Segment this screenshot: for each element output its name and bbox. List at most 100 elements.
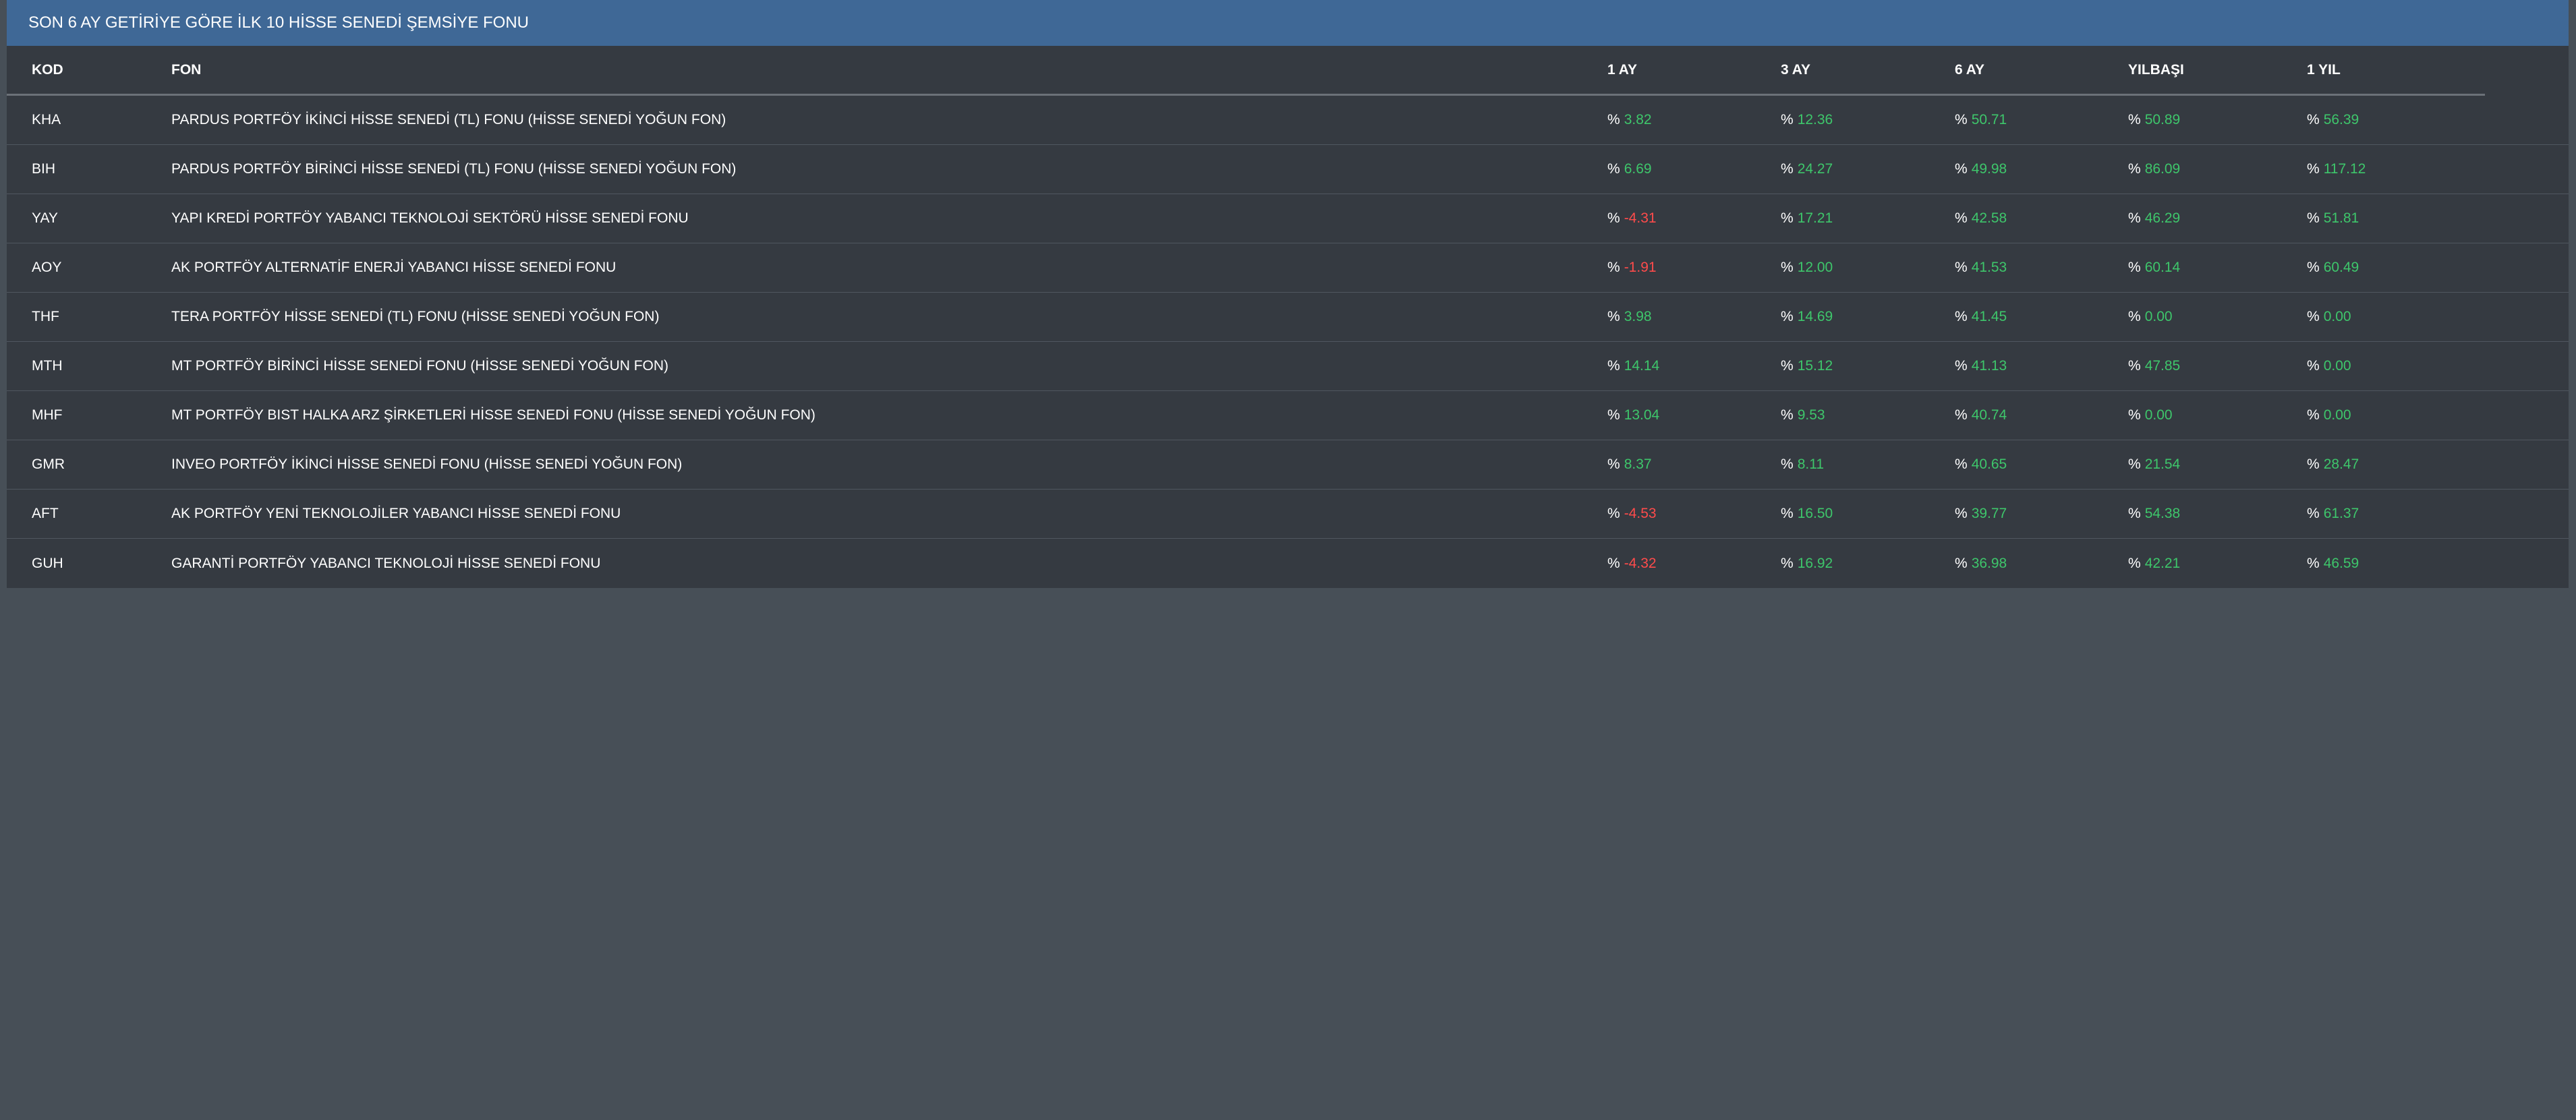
return-value: 49.98 (1971, 161, 2007, 177)
percent-symbol: % (1607, 260, 1620, 275)
return-value: 8.37 (1624, 456, 1652, 472)
column-header-1-yil[interactable]: 1 YIL (2307, 61, 2341, 78)
percent-symbol: % (2307, 260, 2320, 275)
percent-symbol: % (1955, 407, 1968, 423)
return-value: 41.13 (1971, 358, 2007, 374)
return-cell-yilbasi: % 0.00 (2128, 293, 2173, 341)
percent-symbol: % (1607, 309, 1620, 324)
return-cell-1-ay: % 6.69 (1607, 145, 1652, 194)
return-value: -4.53 (1624, 506, 1657, 521)
return-value: 56.39 (2323, 112, 2359, 127)
return-value: 41.53 (1971, 260, 2007, 275)
percent-symbol: % (1955, 555, 1968, 571)
percent-symbol: % (1781, 309, 1794, 324)
table-row[interactable]: MHF MT PORTFÖY BIST HALKA ARZ ŞİRKETLERİ … (7, 391, 2569, 440)
return-cell-1-yil: % 28.47 (2307, 440, 2359, 489)
return-value: 12.36 (1797, 112, 1833, 127)
percent-symbol: % (2128, 309, 2141, 324)
return-cell-1-ay: % 13.04 (1607, 391, 1659, 440)
fund-name: AK PORTFÖY YENİ TEKNOLOJİLER YABANCI HİS… (171, 506, 621, 521)
column-header-kod[interactable]: KOD (32, 61, 63, 78)
return-cell-yilbasi: % 60.14 (2128, 243, 2180, 292)
percent-symbol: % (1955, 260, 1968, 275)
percent-symbol: % (1781, 456, 1794, 472)
table-row[interactable]: MTH MT PORTFÖY BİRİNCİ HİSSE SENEDİ FONU … (7, 342, 2569, 391)
table-row[interactable]: YAY YAPI KREDİ PORTFÖY YABANCI TEKNOLOJİ … (7, 194, 2569, 243)
return-value: 24.27 (1797, 161, 1833, 177)
percent-symbol: % (1607, 112, 1620, 127)
column-header-1-ay[interactable]: 1 AY (1607, 61, 1637, 78)
table-row[interactable]: AOY AK PORTFÖY ALTERNATİF ENERJİ YABANCI … (7, 243, 2569, 293)
table-row[interactable]: GMR INVEO PORTFÖY İKİNCİ HİSSE SENEDİ FON… (7, 440, 2569, 490)
return-value: 6.69 (1624, 161, 1652, 177)
return-value: 16.50 (1797, 506, 1833, 521)
column-header-3-ay[interactable]: 3 AY (1781, 61, 1810, 78)
return-value: 117.12 (2323, 161, 2366, 177)
fund-code: MTH (32, 358, 63, 374)
fund-name: MT PORTFÖY BİRİNCİ HİSSE SENEDİ FONU (Hİ… (171, 358, 669, 374)
table-row[interactable]: GUH GARANTİ PORTFÖY YABANCI TEKNOLOJİ HİS… (7, 539, 2569, 588)
fund-name: GARANTİ PORTFÖY YABANCI TEKNOLOJİ HİSSE … (171, 555, 601, 571)
return-cell-6-ay: % 50.71 (1955, 96, 2007, 144)
return-value: 46.29 (2144, 210, 2181, 226)
table-row[interactable]: THF TERA PORTFÖY HİSSE SENEDİ (TL) FONU (… (7, 293, 2569, 342)
column-header-6-ay[interactable]: 6 AY (1955, 61, 1984, 78)
return-cell-1-yil: % 0.00 (2307, 391, 2351, 440)
column-header-yilbasi[interactable]: YILBAŞI (2128, 61, 2184, 78)
fund-code: THF (32, 309, 59, 324)
percent-symbol: % (1781, 506, 1794, 521)
fund-code: AFT (32, 506, 59, 521)
percent-symbol: % (2307, 309, 2320, 324)
return-value: 86.09 (2144, 161, 2181, 177)
return-value: 8.11 (1797, 456, 1825, 472)
return-cell-1-yil: % 61.37 (2307, 490, 2359, 538)
percent-symbol: % (1955, 161, 1968, 177)
fund-name: YAPI KREDİ PORTFÖY YABANCI TEKNOLOJİ SEK… (171, 210, 689, 226)
percent-symbol: % (1955, 112, 1968, 127)
percent-symbol: % (2307, 506, 2320, 521)
return-value: 61.37 (2323, 506, 2359, 521)
table-header-row: KOD FON 1 AY 3 AY 6 AY YILBAŞI 1 YIL (7, 46, 2485, 96)
return-value: -4.31 (1624, 210, 1657, 226)
table-row[interactable]: AFT AK PORTFÖY YENİ TEKNOLOJİLER YABANCI … (7, 490, 2569, 539)
table-row[interactable]: KHA PARDUS PORTFÖY İKİNCİ HİSSE SENEDİ (T… (7, 96, 2569, 145)
column-header-fon[interactable]: FON (171, 61, 202, 78)
percent-symbol: % (1955, 456, 1968, 472)
percent-symbol: % (1955, 210, 1968, 226)
return-value: 14.69 (1797, 309, 1833, 324)
return-value: 3.82 (1624, 112, 1652, 127)
return-value: 9.53 (1797, 407, 1825, 423)
percent-symbol: % (1781, 210, 1794, 226)
percent-symbol: % (2307, 210, 2320, 226)
fund-name: AK PORTFÖY ALTERNATİF ENERJİ YABANCI HİS… (171, 260, 617, 275)
fund-code: GUH (32, 555, 63, 571)
return-value: 60.14 (2144, 260, 2181, 275)
return-cell-yilbasi: % 21.54 (2128, 440, 2180, 489)
percent-symbol: % (1781, 260, 1794, 275)
percent-symbol: % (1607, 506, 1620, 521)
return-cell-1-yil: % 60.49 (2307, 243, 2359, 292)
percent-symbol: % (1781, 358, 1794, 374)
return-value: 0.00 (2323, 407, 2351, 423)
percent-symbol: % (2307, 407, 2320, 423)
return-value: 60.49 (2323, 260, 2359, 275)
return-cell-1-ay: % -4.32 (1607, 539, 1657, 588)
return-cell-6-ay: % 41.53 (1955, 243, 2007, 292)
return-cell-3-ay: % 9.53 (1781, 391, 1825, 440)
percent-symbol: % (2128, 112, 2141, 127)
percent-symbol: % (2307, 161, 2320, 177)
fund-code: GMR (32, 456, 65, 472)
return-cell-yilbasi: % 50.89 (2128, 96, 2180, 144)
table-row[interactable]: BIH PARDUS PORTFÖY BİRİNCİ HİSSE SENEDİ (… (7, 145, 2569, 194)
return-value: -1.91 (1624, 260, 1657, 275)
percent-symbol: % (1781, 112, 1794, 127)
return-value: 13.04 (1624, 407, 1660, 423)
fund-code: MHF (32, 407, 63, 423)
return-cell-1-yil: % 51.81 (2307, 194, 2359, 243)
fund-name: MT PORTFÖY BIST HALKA ARZ ŞİRKETLERİ HİS… (171, 407, 815, 423)
return-value: 0.00 (2144, 407, 2173, 423)
percent-symbol: % (2128, 161, 2141, 177)
percent-symbol: % (1781, 555, 1794, 571)
percent-symbol: % (1607, 407, 1620, 423)
return-cell-1-yil: % 0.00 (2307, 293, 2351, 341)
